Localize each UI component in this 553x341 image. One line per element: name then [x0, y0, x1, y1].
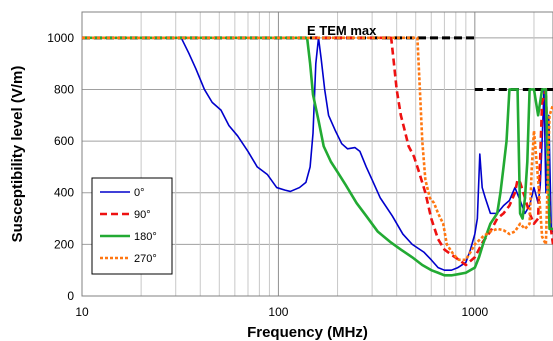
- y-tick-labels: 0 200 400 600 800 1000: [47, 31, 74, 303]
- y-tick-label: 1000: [47, 31, 74, 45]
- legend: 0° 90° 180° 270°: [91, 177, 173, 275]
- y-tick-label: 800: [54, 82, 74, 96]
- x-axis-title: Frequency (MHz): [247, 324, 368, 341]
- series-line-2: [82, 36, 553, 277]
- y-tick-label: 200: [54, 237, 74, 251]
- plot-frame: [81, 11, 553, 297]
- y-tick-label: 0: [67, 289, 74, 303]
- x-tick-labels: 10 100 1000: [75, 305, 488, 319]
- series-line-3: [82, 36, 553, 262]
- series-line-0: [82, 37, 553, 271]
- y-axis-title: Susceptibility level (V/m): [9, 66, 26, 243]
- legend-label: 180°: [134, 231, 157, 243]
- legend-label: 0°: [134, 187, 145, 199]
- x-tick-label: 1000: [461, 305, 488, 319]
- annotation-e-tem-max: E TEM max: [307, 23, 377, 38]
- series-layer: [82, 36, 553, 277]
- series-line-1: [82, 36, 553, 267]
- legend-label: 270°: [134, 253, 157, 265]
- y-tick-label: 400: [54, 186, 74, 200]
- legend-label: 90°: [134, 209, 151, 221]
- x-tick-label: 10: [75, 305, 89, 319]
- x-tick-label: 100: [268, 305, 288, 319]
- y-tick-label: 600: [54, 134, 74, 148]
